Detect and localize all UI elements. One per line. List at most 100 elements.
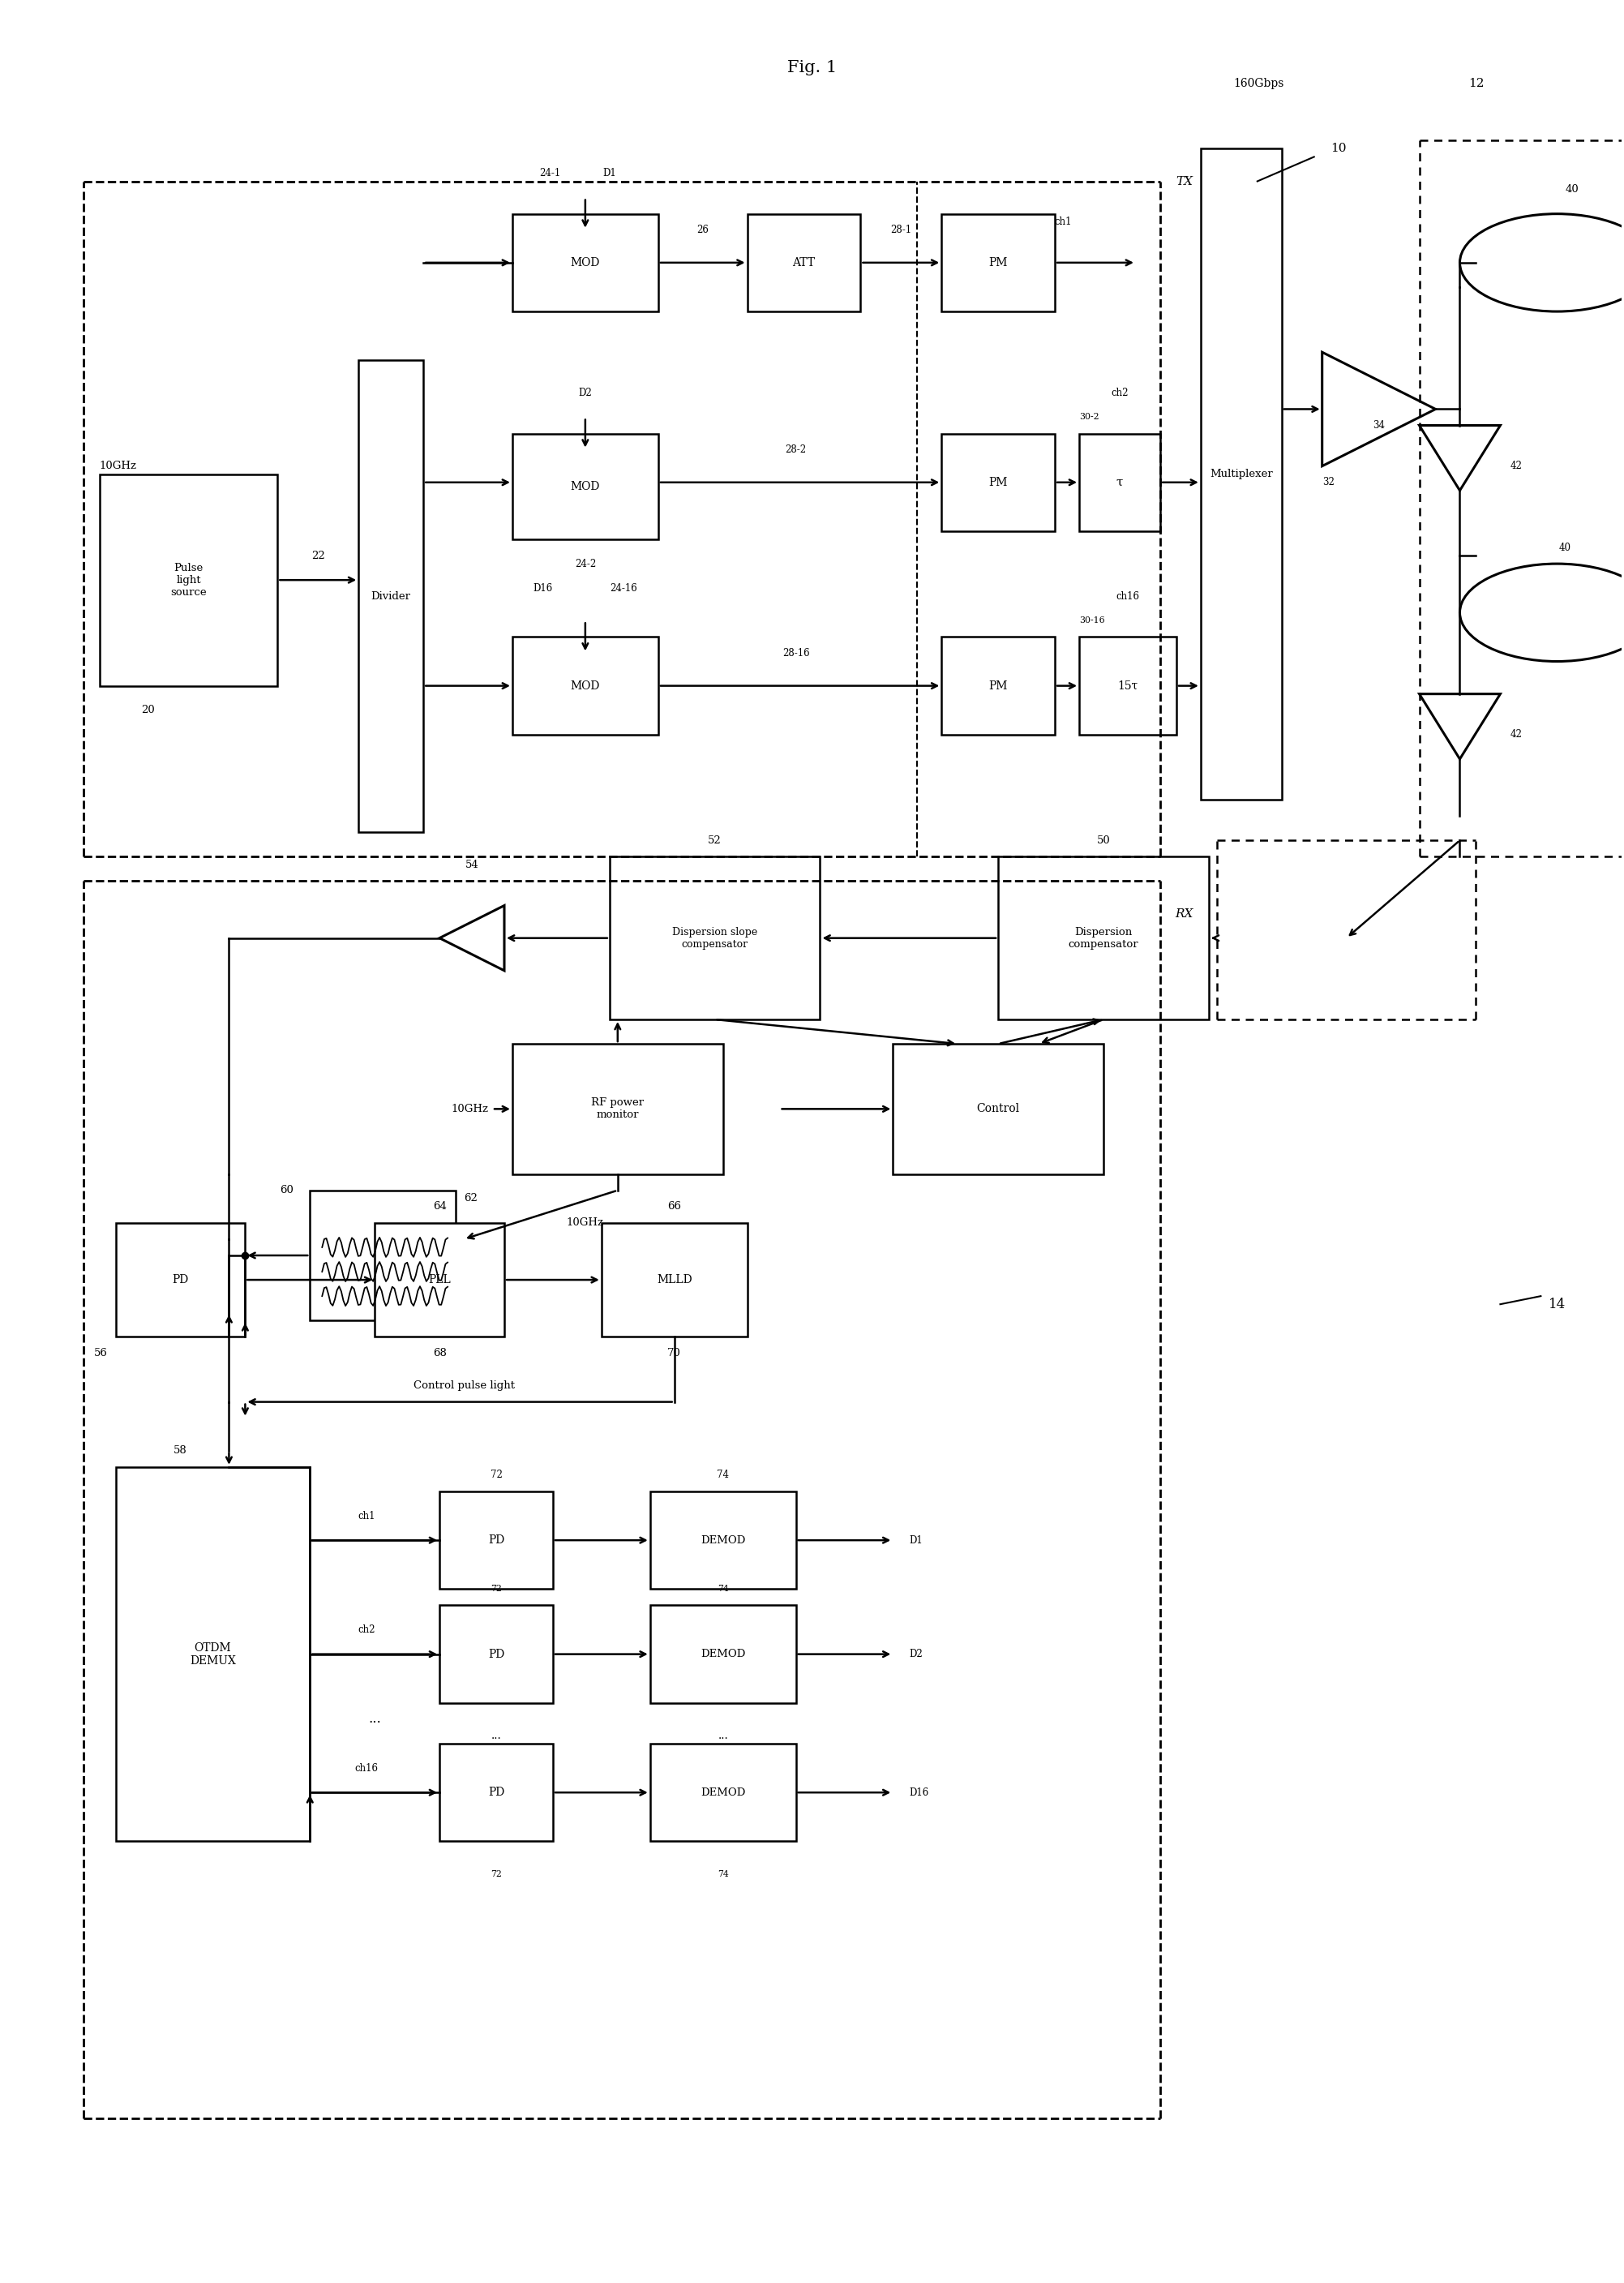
Text: 54: 54 bbox=[464, 861, 479, 870]
Text: Multiplexer: Multiplexer bbox=[1210, 468, 1273, 479]
Text: 74: 74 bbox=[718, 1870, 729, 1879]
Text: Pulse
light
source: Pulse light source bbox=[171, 562, 206, 598]
FancyBboxPatch shape bbox=[99, 475, 278, 685]
Text: 68: 68 bbox=[432, 1347, 447, 1358]
Text: 50: 50 bbox=[1096, 836, 1111, 845]
Text: RX: RX bbox=[1176, 909, 1194, 920]
FancyBboxPatch shape bbox=[310, 1189, 456, 1320]
Text: 32: 32 bbox=[1322, 477, 1335, 489]
FancyBboxPatch shape bbox=[650, 1605, 796, 1703]
Text: PM: PM bbox=[989, 680, 1009, 692]
Text: 52: 52 bbox=[708, 836, 721, 845]
Text: D2: D2 bbox=[578, 388, 593, 397]
FancyBboxPatch shape bbox=[513, 215, 658, 310]
FancyBboxPatch shape bbox=[999, 856, 1208, 1021]
Text: Dispersion slope
compensator: Dispersion slope compensator bbox=[672, 927, 757, 950]
Text: 15τ: 15τ bbox=[1117, 680, 1138, 692]
Text: ...: ... bbox=[369, 1712, 382, 1726]
Text: 58: 58 bbox=[174, 1445, 187, 1457]
Text: 24-1: 24-1 bbox=[539, 169, 560, 178]
Text: Divider: Divider bbox=[370, 591, 411, 600]
Text: 72: 72 bbox=[490, 1584, 502, 1594]
Text: 64: 64 bbox=[432, 1201, 447, 1212]
Text: OTDM
DEMUX: OTDM DEMUX bbox=[190, 1641, 235, 1667]
Text: 42: 42 bbox=[1510, 461, 1523, 470]
Text: ch16: ch16 bbox=[1116, 591, 1140, 600]
Text: ...: ... bbox=[490, 1731, 502, 1742]
Text: ch1: ch1 bbox=[1054, 217, 1072, 228]
Text: TX: TX bbox=[1176, 176, 1194, 187]
Text: 10GHz: 10GHz bbox=[567, 1217, 604, 1228]
Text: 40: 40 bbox=[1559, 541, 1570, 552]
Text: 12: 12 bbox=[1468, 78, 1484, 89]
FancyBboxPatch shape bbox=[601, 1224, 747, 1338]
Text: MOD: MOD bbox=[570, 482, 599, 493]
Text: 66: 66 bbox=[667, 1201, 680, 1212]
FancyBboxPatch shape bbox=[375, 1224, 505, 1338]
Text: PD: PD bbox=[487, 1788, 505, 1799]
Text: PD: PD bbox=[487, 1534, 505, 1546]
Text: D16: D16 bbox=[533, 582, 552, 594]
Text: 74: 74 bbox=[716, 1470, 729, 1479]
Text: 24-2: 24-2 bbox=[575, 559, 596, 568]
Text: MLLD: MLLD bbox=[656, 1274, 692, 1285]
FancyBboxPatch shape bbox=[893, 1043, 1104, 1173]
Text: 22: 22 bbox=[312, 550, 325, 562]
FancyBboxPatch shape bbox=[747, 215, 861, 310]
Text: RF power
monitor: RF power monitor bbox=[591, 1098, 645, 1121]
Text: 40: 40 bbox=[1566, 185, 1579, 194]
Text: ch2: ch2 bbox=[1111, 388, 1129, 397]
Text: 74: 74 bbox=[718, 1584, 729, 1594]
FancyBboxPatch shape bbox=[1080, 637, 1176, 735]
FancyBboxPatch shape bbox=[115, 1224, 245, 1338]
FancyBboxPatch shape bbox=[942, 637, 1056, 735]
Text: 28-16: 28-16 bbox=[783, 648, 809, 658]
FancyBboxPatch shape bbox=[440, 1605, 552, 1703]
FancyBboxPatch shape bbox=[650, 1744, 796, 1842]
Text: 34: 34 bbox=[1372, 420, 1385, 431]
Text: 14: 14 bbox=[1548, 1297, 1566, 1310]
Text: PM: PM bbox=[989, 477, 1009, 489]
Text: 10GHz: 10GHz bbox=[451, 1103, 489, 1114]
Text: 56: 56 bbox=[94, 1347, 107, 1358]
Text: ...: ... bbox=[718, 1731, 728, 1742]
Text: 30-2: 30-2 bbox=[1080, 413, 1099, 422]
Text: D1: D1 bbox=[909, 1534, 922, 1546]
FancyBboxPatch shape bbox=[115, 1468, 310, 1842]
FancyBboxPatch shape bbox=[942, 434, 1056, 532]
Text: 30-16: 30-16 bbox=[1080, 616, 1104, 626]
Text: Fig. 1: Fig. 1 bbox=[788, 59, 836, 75]
Text: ch1: ch1 bbox=[357, 1511, 375, 1520]
Text: Dispersion
compensator: Dispersion compensator bbox=[1069, 927, 1138, 950]
Text: ch2: ch2 bbox=[357, 1625, 375, 1635]
Text: PM: PM bbox=[989, 258, 1009, 269]
FancyBboxPatch shape bbox=[440, 1744, 552, 1842]
Text: 10GHz: 10GHz bbox=[99, 461, 136, 470]
Text: 62: 62 bbox=[464, 1194, 477, 1203]
FancyBboxPatch shape bbox=[650, 1491, 796, 1589]
Text: MOD: MOD bbox=[570, 258, 599, 269]
Text: 10: 10 bbox=[1330, 144, 1346, 155]
Text: 20: 20 bbox=[141, 705, 154, 715]
Text: ch16: ch16 bbox=[356, 1762, 378, 1774]
FancyBboxPatch shape bbox=[513, 637, 658, 735]
Text: D16: D16 bbox=[909, 1788, 929, 1797]
Text: PLL: PLL bbox=[429, 1274, 451, 1285]
FancyBboxPatch shape bbox=[513, 1043, 723, 1173]
FancyBboxPatch shape bbox=[1080, 434, 1160, 532]
Text: PD: PD bbox=[172, 1274, 188, 1285]
Text: 60: 60 bbox=[279, 1185, 294, 1196]
Text: 26: 26 bbox=[697, 224, 708, 235]
FancyBboxPatch shape bbox=[440, 1491, 552, 1589]
Text: PD: PD bbox=[487, 1648, 505, 1660]
Text: D1: D1 bbox=[603, 169, 617, 178]
Text: DEMOD: DEMOD bbox=[700, 1534, 745, 1546]
Text: DEMOD: DEMOD bbox=[700, 1648, 745, 1660]
Text: 28-1: 28-1 bbox=[890, 224, 911, 235]
Text: 42: 42 bbox=[1510, 728, 1523, 740]
FancyBboxPatch shape bbox=[942, 215, 1056, 310]
Text: Control: Control bbox=[976, 1103, 1020, 1114]
Text: 28-2: 28-2 bbox=[786, 445, 807, 454]
Text: 24-16: 24-16 bbox=[609, 582, 637, 594]
FancyBboxPatch shape bbox=[609, 856, 820, 1021]
